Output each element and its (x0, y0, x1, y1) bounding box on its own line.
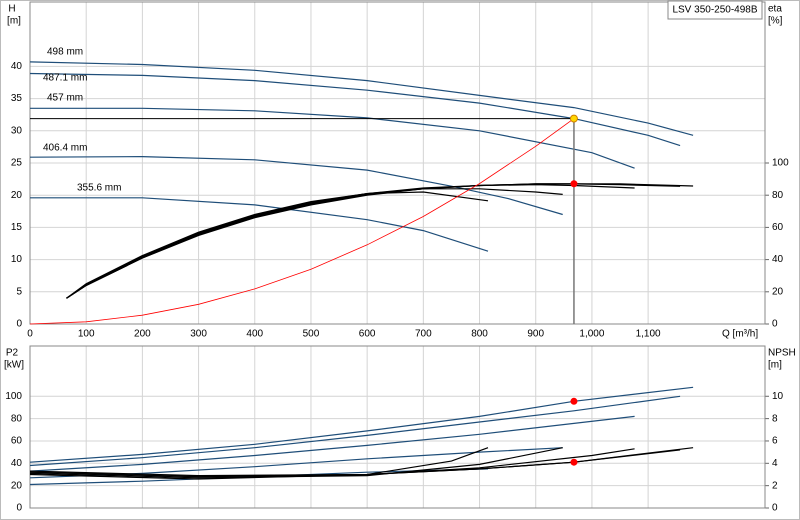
y-tick-label: 25 (11, 158, 23, 169)
y2-tick-label: 0 (772, 319, 778, 330)
duty-point (569, 114, 578, 123)
y2-tick-label: 20 (772, 286, 784, 297)
y-tick-label: 20 (11, 480, 23, 491)
y2-tick-label: 80 (772, 190, 784, 201)
x-tick-label: 300 (190, 329, 207, 340)
duty-point-y2 (570, 180, 578, 188)
curve (29, 447, 489, 480)
curve-label: 498 mm (47, 47, 83, 58)
x-tick-label: 200 (134, 329, 151, 340)
x-tick-label: 400 (246, 329, 263, 340)
plot-border (29, 345, 766, 509)
duty-point (570, 397, 578, 405)
x-tick-label: 900 (527, 329, 544, 340)
x-tick-label: 1,100 (636, 329, 661, 340)
y2-tick-label: 100 (772, 158, 789, 169)
y2-tick-label: 8 (772, 413, 778, 424)
y2-axis-unit: [%] (768, 16, 783, 27)
curve (29, 447, 563, 479)
y-axis-unit: [kW] (4, 360, 24, 371)
duty-point-y2 (570, 458, 578, 466)
curve (29, 415, 635, 472)
y-tick-label: 30 (11, 125, 23, 136)
x-tick-label: 800 (471, 329, 488, 340)
x-tick-label: 600 (359, 329, 376, 340)
y-tick-label: 10 (11, 254, 23, 265)
y-tick-label: 35 (11, 93, 23, 104)
curve-label: 355.6 mm (77, 183, 121, 194)
curve (29, 118, 575, 325)
x-axis-label: Q [m³/h] (722, 329, 758, 340)
curve (29, 395, 681, 467)
y2-tick-label: 60 (772, 222, 784, 233)
y-axis-unit: [m] (7, 16, 21, 27)
x-tick-label: 700 (415, 329, 432, 340)
x-tick-label: 100 (78, 329, 95, 340)
curve-label: 487.1 mm (43, 73, 87, 84)
y-tick-label: 20 (11, 190, 23, 201)
curve (29, 155, 563, 216)
x-tick-label: 500 (303, 329, 320, 340)
y2-tick-label: 4 (772, 458, 778, 469)
chart-title: LSV 350-250-498B (672, 5, 757, 16)
y-axis-label: H (8, 4, 15, 15)
title-box (667, 0, 763, 20)
y-tick-label: 15 (11, 222, 23, 233)
curve-label: 406.4 mm (43, 143, 87, 154)
curve (29, 72, 681, 147)
y2-tick-label: 40 (772, 254, 784, 265)
x-tick-label: 0 (27, 329, 33, 340)
y-tick-label: 5 (16, 286, 22, 297)
curve (29, 448, 635, 478)
x-tick-label: 1,000 (579, 329, 604, 340)
y-tick-label: 80 (11, 413, 23, 424)
y2-axis-label: NPSH (768, 348, 796, 359)
y2-axis-unit: [m] (768, 360, 782, 371)
curve (30, 197, 489, 252)
y2-tick-label: 2 (772, 480, 778, 491)
curve (29, 61, 694, 136)
y-axis-label: P2 (6, 348, 19, 359)
y2-tick-label: 6 (772, 436, 778, 447)
y-tick-label: 40 (11, 458, 23, 469)
y2-tick-label: 10 (772, 391, 784, 402)
plot-border (29, 1, 766, 325)
y-tick-label: 100 (5, 391, 22, 402)
y2-axis-label: eta (768, 4, 782, 15)
y-tick-label: 0 (16, 503, 22, 514)
y-tick-label: 0 (16, 319, 22, 330)
curve (30, 107, 635, 169)
y2-tick-label: 0 (772, 503, 778, 514)
curve-label: 457 mm (47, 93, 83, 104)
curve (66, 188, 563, 299)
y-tick-label: 60 (11, 436, 23, 447)
curve (66, 191, 489, 299)
y-tick-label: 40 (11, 61, 23, 72)
